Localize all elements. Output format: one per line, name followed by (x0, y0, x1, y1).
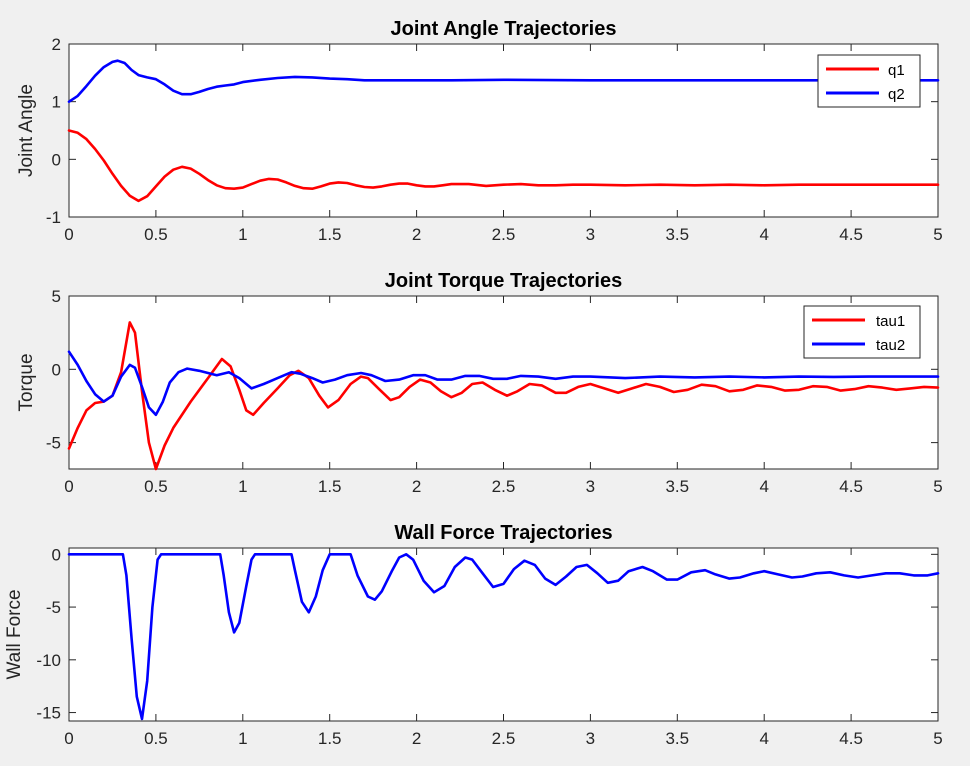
x-tick-label: 0 (64, 729, 73, 748)
x-tick-label: 1.5 (318, 729, 342, 748)
legend-label-tau2: tau2 (876, 337, 905, 354)
x-tick-label: 4.5 (839, 477, 863, 496)
y-axis-label: Wall Force (4, 589, 25, 679)
y-tick-label: -15 (36, 704, 61, 723)
x-tick-label: 1.5 (318, 225, 342, 244)
series-lines (67, 552, 940, 721)
axis-ticks: 0 0.5 1 1.5 2 2.5 3 3.5 4 4.5 5 -5 0 5 (46, 287, 943, 496)
x-tick-label: 3.5 (665, 729, 689, 748)
x-tick-label: 4 (759, 477, 768, 496)
series-line-q2 (67, 59, 940, 103)
series-line-tau2 (67, 350, 940, 417)
y-tick-label: 0 (52, 360, 61, 379)
series-line-series-0 (67, 552, 940, 721)
x-tick-label: 4.5 (839, 225, 863, 244)
legend-label-tau1: tau1 (876, 313, 905, 330)
series-lines (67, 321, 940, 471)
legend: q1 q2 (817, 54, 921, 108)
y-tick-label: 2 (52, 35, 61, 54)
x-tick-label: 1 (238, 729, 247, 748)
panel-joint-angle: Joint Angle Trajectories Joint Angle 0 0.… (16, 18, 943, 244)
panel-wall-force: Wall Force Trajectories Wall Force 0 0.5 1… (4, 522, 943, 748)
y-tick-label: 0 (52, 545, 61, 564)
x-tick-label: 0.5 (144, 225, 168, 244)
x-tick-label: 0 (64, 225, 73, 244)
series-line-tau1 (67, 321, 940, 471)
chart-title: Wall Force Trajectories (394, 522, 612, 544)
legend-box (817, 54, 921, 108)
legend: tau1 tau2 (803, 305, 921, 359)
x-tick-label: 3 (586, 729, 595, 748)
x-tick-label: 2.5 (492, 225, 516, 244)
plot-area (68, 43, 939, 218)
x-tick-label: 2.5 (492, 477, 516, 496)
x-tick-label: 3.5 (665, 477, 689, 496)
x-tick-label: 5 (933, 729, 942, 748)
y-tick-label: -10 (36, 651, 61, 670)
x-tick-label: 3.5 (665, 225, 689, 244)
y-tick-label: 1 (52, 93, 61, 112)
x-tick-label: 5 (933, 225, 942, 244)
series-lines (67, 59, 940, 203)
x-tick-label: 1 (238, 477, 247, 496)
plot-area (68, 295, 939, 470)
y-tick-label: -5 (46, 598, 61, 617)
x-tick-label: 5 (933, 477, 942, 496)
x-tick-label: 0.5 (144, 729, 168, 748)
chart-title: Joint Torque Trajectories (385, 270, 622, 292)
x-tick-label: 1.5 (318, 477, 342, 496)
y-tick-label: 0 (52, 150, 61, 169)
x-tick-label: 3 (586, 477, 595, 496)
legend-box (803, 305, 921, 359)
plot-area (68, 547, 939, 722)
x-tick-label: 4 (759, 225, 768, 244)
panel-joint-torque: Joint Torque Trajectories Torque 0 0.5 1 1.… (16, 270, 943, 496)
x-tick-label: 4 (759, 729, 768, 748)
legend-label-q1: q1 (888, 62, 905, 79)
series-line-q1 (67, 129, 940, 203)
y-axis-label: Torque (16, 353, 37, 411)
y-tick-label: -5 (46, 434, 61, 453)
x-tick-label: 1 (238, 225, 247, 244)
y-tick-label: -1 (46, 208, 61, 227)
x-tick-label: 2 (412, 225, 421, 244)
y-axis-label: Joint Angle (16, 84, 37, 177)
x-tick-label: 0 (64, 477, 73, 496)
x-tick-label: 3 (586, 225, 595, 244)
axis-ticks: 0 0.5 1 1.5 2 2.5 3 3.5 4 4.5 5 -15 -10 -5 0 (36, 545, 942, 748)
x-tick-label: 2 (412, 729, 421, 748)
chart-title: Joint Angle Trajectories (391, 18, 617, 40)
x-tick-label: 2 (412, 477, 421, 496)
x-tick-label: 4.5 (839, 729, 863, 748)
x-tick-label: 0.5 (144, 477, 168, 496)
x-tick-label: 2.5 (492, 729, 516, 748)
y-tick-label: 5 (52, 287, 61, 306)
legend-label-q2: q2 (888, 86, 905, 103)
